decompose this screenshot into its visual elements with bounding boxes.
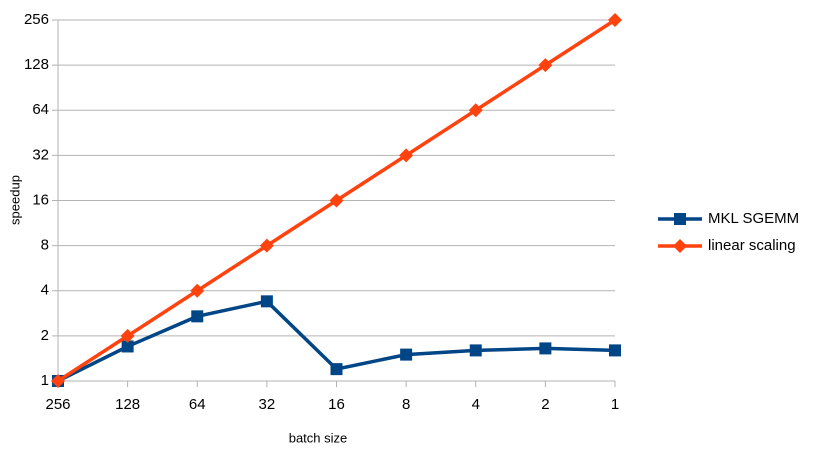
x-tick-label: 128 bbox=[115, 396, 140, 413]
point bbox=[120, 328, 135, 343]
x-axis-title: batch size bbox=[289, 430, 348, 445]
point bbox=[330, 363, 343, 376]
y-tick-label: 16 bbox=[32, 191, 49, 208]
legend-label: linear scaling bbox=[708, 237, 796, 254]
point bbox=[399, 148, 414, 163]
x-tick-label: 1 bbox=[611, 396, 619, 413]
point bbox=[538, 58, 553, 73]
point bbox=[121, 340, 134, 353]
legend-marker bbox=[673, 239, 687, 253]
point bbox=[400, 348, 413, 361]
x-tick-label: 16 bbox=[328, 396, 345, 413]
y-tick-label: 256 bbox=[24, 11, 49, 28]
y-axis-title: speedup bbox=[7, 175, 22, 225]
legend-marker bbox=[674, 213, 686, 225]
y-tick-label: 128 bbox=[24, 56, 49, 73]
point bbox=[259, 238, 274, 253]
x-tick-label: 4 bbox=[472, 396, 480, 413]
point bbox=[191, 310, 204, 323]
legend-label: MKL SGEMM bbox=[708, 210, 799, 227]
point bbox=[51, 374, 65, 388]
point bbox=[468, 103, 483, 118]
x-tick-label: 8 bbox=[402, 396, 410, 413]
y-tick-label: 1 bbox=[41, 372, 49, 389]
x-tick-label: 256 bbox=[45, 396, 70, 413]
y-tick-label: 4 bbox=[41, 282, 49, 299]
point bbox=[329, 193, 344, 208]
point bbox=[260, 295, 273, 308]
x-tick-label: 64 bbox=[189, 396, 206, 413]
y-tick-label: 64 bbox=[32, 101, 49, 118]
x-tick-label: 2 bbox=[541, 396, 549, 413]
y-tick-label: 2 bbox=[41, 327, 49, 344]
point bbox=[608, 13, 622, 27]
point bbox=[190, 283, 205, 298]
point bbox=[539, 342, 552, 355]
x-tick-label: 32 bbox=[259, 396, 276, 413]
y-tick-label: 8 bbox=[41, 237, 49, 254]
y-tick-label: 32 bbox=[32, 146, 49, 163]
point bbox=[609, 344, 621, 357]
point bbox=[469, 344, 482, 357]
